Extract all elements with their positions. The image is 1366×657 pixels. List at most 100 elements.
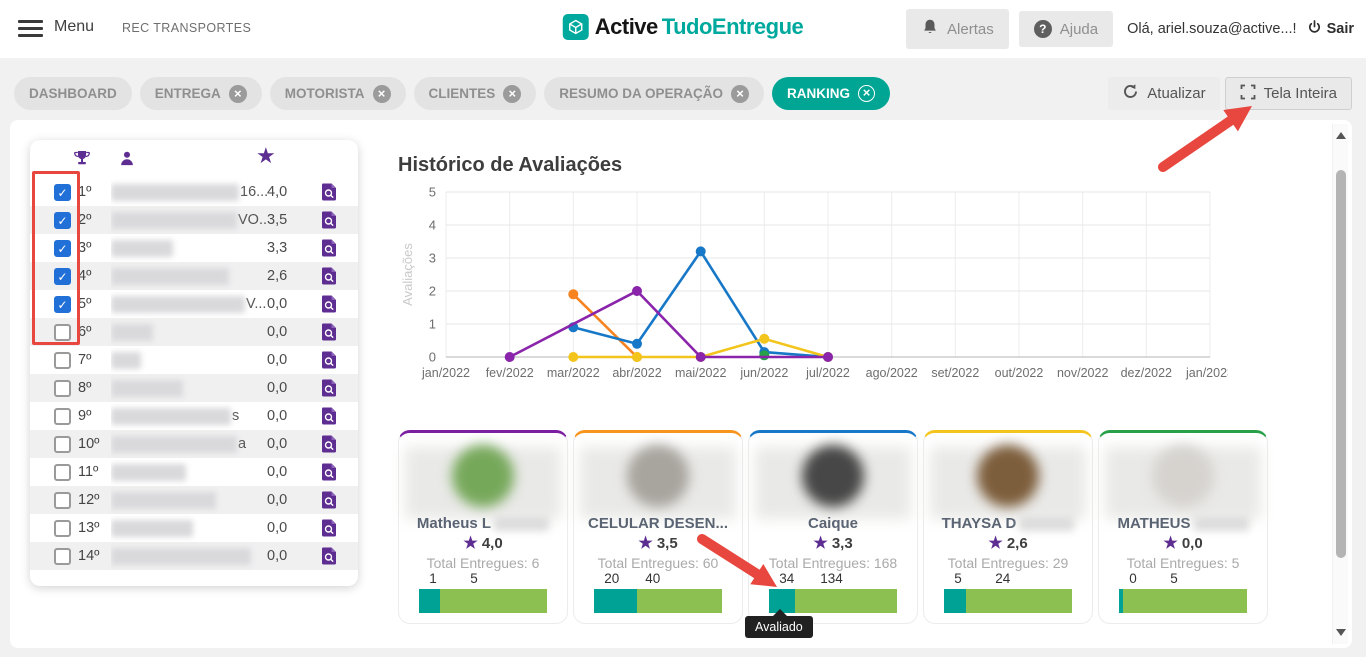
view-report-icon[interactable] <box>321 322 338 342</box>
driver-name-blurred: a <box>111 430 267 458</box>
view-report-icon[interactable] <box>321 434 338 454</box>
tab-motorista[interactable]: MOTORISTA × <box>269 77 406 110</box>
hamburger-menu-icon[interactable] <box>18 20 43 37</box>
name-blur-block <box>111 351 141 369</box>
rank-label: 8º <box>78 380 92 396</box>
view-report-icon[interactable] <box>321 182 338 202</box>
row-checkbox[interactable] <box>54 519 71 537</box>
help-button[interactable]: ? Ajuda <box>1018 11 1114 47</box>
rating-value: 3,5 <box>267 212 288 228</box>
evaluated-count: 5 <box>954 571 962 586</box>
svg-text:set/2022: set/2022 <box>931 366 979 380</box>
table-row: 11º 0,0 <box>30 458 358 486</box>
evaluated-count: 0 <box>1129 571 1137 586</box>
rating-value: 0,0 <box>267 520 288 536</box>
rating-value: 4,0 <box>477 535 503 552</box>
close-tab-icon[interactable]: × <box>858 85 876 102</box>
row-checkbox[interactable] <box>54 435 71 453</box>
view-report-icon[interactable] <box>321 518 338 538</box>
view-report-icon[interactable] <box>321 378 338 398</box>
name-blur-block <box>494 516 550 531</box>
scrollbar-thumb[interactable] <box>1336 170 1346 558</box>
remaining-count: 40 <box>645 571 661 586</box>
rank-label: 11º <box>78 464 99 480</box>
vertical-scrollbar[interactable] <box>1332 124 1348 644</box>
view-report-icon[interactable] <box>321 210 338 230</box>
svg-text:abr/2022: abr/2022 <box>612 366 661 380</box>
row-checkbox[interactable]: ✓ <box>54 295 71 313</box>
rank-label: 10º <box>78 436 100 452</box>
ratings-history-chart: 0 1 2 3 4 5 jan/2022 fev/2022 mar/2022 abr/2022 ma… <box>400 185 1228 381</box>
row-checkbox[interactable] <box>54 491 71 509</box>
svg-text:4: 4 <box>429 218 436 233</box>
view-report-icon[interactable] <box>321 462 338 482</box>
view-report-icon[interactable] <box>321 406 338 426</box>
row-checkbox[interactable]: ✓ <box>54 267 71 285</box>
table-row: 7º 0,0 <box>30 346 358 374</box>
row-checkbox[interactable] <box>54 547 71 565</box>
name-blur-block <box>111 183 239 201</box>
table-row: 13º 0,0 <box>30 514 358 542</box>
row-checkbox[interactable]: ✓ <box>54 211 71 229</box>
name-fragment: s <box>232 408 240 424</box>
tab-label: CLIENTES <box>428 86 496 101</box>
remaining-count: 5 <box>470 571 478 586</box>
tab-entrega[interactable]: ENTREGA × <box>139 77 262 110</box>
tab-clientes[interactable]: CLIENTES × <box>413 77 537 110</box>
close-tab-icon[interactable]: × <box>503 84 522 103</box>
tab-ranking[interactable]: RANKING × <box>772 77 891 110</box>
star-icon: ★ <box>463 535 478 552</box>
row-checkbox[interactable] <box>54 379 71 397</box>
help-label: Ajuda <box>1059 20 1099 38</box>
row-checkbox[interactable] <box>54 323 71 341</box>
driver-name-blurred <box>111 486 267 514</box>
evaluated-segment[interactable] <box>594 589 637 613</box>
row-checkbox[interactable]: ✓ <box>54 183 71 201</box>
svg-text:ago/2022: ago/2022 <box>866 366 918 380</box>
scroll-up-arrow[interactable] <box>1336 132 1346 139</box>
rank-label: 9º <box>78 408 92 424</box>
close-tab-icon[interactable]: × <box>372 84 391 103</box>
driver-rating: ★ 2,6 <box>924 533 1092 553</box>
evaluated-segment[interactable] <box>419 589 441 613</box>
menu-label[interactable]: Menu <box>54 18 95 35</box>
svg-text:jan/2022: jan/2022 <box>421 366 470 380</box>
table-header: ★ <box>30 140 358 178</box>
rating-value: 0,0 <box>267 352 288 368</box>
evaluated-segment[interactable] <box>944 589 967 613</box>
close-tab-icon[interactable]: × <box>731 84 750 103</box>
table-row: 10º a 0,0 <box>30 430 358 458</box>
name-blur-block <box>1019 516 1075 531</box>
view-report-icon[interactable] <box>321 546 338 566</box>
alerts-button[interactable]: Alertas <box>906 9 1009 49</box>
view-report-icon[interactable] <box>321 294 338 314</box>
view-report-icon[interactable] <box>321 490 338 510</box>
close-tab-icon[interactable]: × <box>228 84 247 103</box>
row-checkbox[interactable] <box>54 351 71 369</box>
view-report-icon[interactable] <box>321 238 338 258</box>
name-blur-block <box>111 239 173 257</box>
svg-text:mai/2022: mai/2022 <box>675 366 726 380</box>
scroll-down-arrow[interactable] <box>1336 629 1346 636</box>
svg-text:0: 0 <box>429 350 436 365</box>
total-deliveries: Total Entregues: 60 <box>597 555 719 571</box>
row-checkbox[interactable] <box>54 463 71 481</box>
row-checkbox[interactable]: ✓ <box>54 239 71 257</box>
fullscreen-button[interactable]: Tela Inteira <box>1224 77 1352 110</box>
logout-button[interactable]: Sair <box>1307 19 1354 39</box>
tab-label: MOTORISTA <box>284 86 365 101</box>
row-checkbox[interactable] <box>54 407 71 425</box>
view-report-icon[interactable] <box>321 266 338 286</box>
tooltip-label: Avaliado <box>755 620 803 634</box>
name-fragment: a <box>238 436 247 452</box>
company-name: REC TRANSPORTES <box>122 21 252 35</box>
tab-dashboard[interactable]: DASHBOARD <box>14 77 132 110</box>
refresh-button[interactable]: Atualizar <box>1108 77 1220 110</box>
driver-name-blurred: V... <box>111 290 267 318</box>
name-blur-block <box>111 267 229 285</box>
evaluated-segment[interactable] <box>1119 589 1124 613</box>
view-report-icon[interactable] <box>321 350 338 370</box>
tab-resumo-da-opera-o[interactable]: RESUMO DA OPERAÇÃO × <box>544 77 765 110</box>
name-blur-block <box>111 463 186 481</box>
